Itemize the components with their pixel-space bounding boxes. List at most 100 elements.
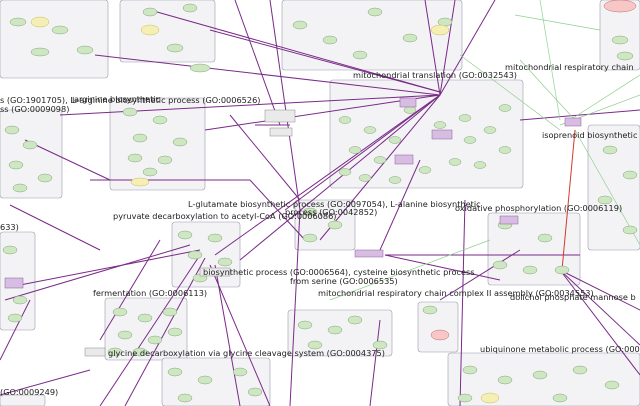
pathway-edge — [9, 204, 101, 251]
gene-node — [166, 43, 184, 53]
gene-node — [604, 380, 620, 390]
pathway-edge — [439, 249, 521, 301]
label-go-1901705: s (GO:1901705), L- — [0, 95, 78, 105]
pathway-edge — [94, 54, 441, 96]
gene-node — [403, 106, 417, 114]
pathway-edge — [559, 269, 640, 346]
gene-node — [117, 330, 133, 340]
gene-node — [473, 161, 487, 169]
gene-node — [177, 393, 193, 403]
label-go-0006119: oxidative phosphorylation (GO:0006119) — [455, 203, 623, 213]
label-go-0032543: mitochondrial translation (GO:0032543) — [353, 70, 517, 80]
module-box — [417, 301, 459, 353]
pathway-edge — [284, 94, 441, 211]
module-box — [0, 109, 63, 199]
label-dolichol: dolichol phosphate mannose b — [510, 292, 636, 302]
pathway-edge — [369, 319, 381, 406]
gene-node — [462, 365, 478, 375]
gene-node — [611, 35, 629, 45]
pathway-edge — [234, 0, 281, 126]
pathway-edge — [289, 209, 301, 406]
gene-node — [522, 265, 538, 275]
pathway-edge — [99, 254, 201, 406]
gene-node — [9, 17, 27, 27]
gene-node — [147, 335, 163, 345]
gene-node — [37, 173, 53, 183]
gene-node — [12, 295, 28, 305]
module-box — [599, 0, 640, 71]
gene-node — [207, 233, 223, 243]
gene-node — [127, 153, 143, 163]
gene-node — [597, 195, 613, 205]
gene-node — [8, 160, 24, 170]
gene-node — [302, 233, 318, 243]
gene-node — [177, 230, 193, 240]
label-glycine: glycine decarboxylation via glycine clea… — [108, 348, 385, 358]
pathway-edge — [249, 179, 306, 241]
gene-node — [492, 260, 508, 270]
gene-node — [167, 327, 183, 337]
gene-node — [388, 136, 402, 144]
pathway-edge — [384, 254, 501, 281]
gene-node — [297, 320, 313, 330]
gene-node — [372, 340, 388, 350]
pathway-edge — [379, 159, 421, 251]
gene-node — [217, 257, 233, 267]
label-go-0097054: L-glutamate biosynthetic process (GO:009… — [188, 199, 481, 209]
pathway-edge — [209, 29, 441, 93]
gene-node — [172, 137, 188, 147]
gene-node — [532, 370, 548, 380]
pathway-edge — [209, 264, 271, 406]
label-go-0042852: process (GO:0042852) — [285, 207, 378, 217]
pathway-edge — [424, 0, 441, 96]
gene-node — [347, 315, 363, 325]
gene-node — [616, 51, 634, 61]
pathway-edge — [439, 0, 456, 96]
gene-node — [167, 367, 183, 377]
gene-node — [622, 225, 638, 235]
gene-node — [247, 387, 263, 397]
gene-node — [373, 156, 387, 164]
pathway-edge — [319, 94, 441, 241]
pathway-edge — [124, 257, 206, 406]
label-go-0009249: (GO:0009249) — [0, 387, 59, 397]
gene-node — [554, 265, 570, 275]
gene-node — [448, 158, 462, 166]
gene-node — [552, 393, 568, 403]
label-go-0006535: from serine (GO:0006535) — [290, 276, 398, 286]
module-box — [119, 0, 216, 63]
gene-node — [30, 47, 50, 57]
gene-node — [142, 167, 158, 177]
gene-node — [137, 313, 153, 323]
gene-node — [302, 207, 318, 217]
gene-node — [352, 50, 368, 60]
gene-node — [122, 107, 138, 117]
gene-node — [232, 367, 248, 377]
gene-node — [433, 121, 447, 129]
label-go-0006526: L-arginine biosynthetic process (GO:0006… — [72, 95, 261, 105]
gene-node — [22, 140, 38, 150]
pathway-edge — [439, 0, 496, 96]
gene-node — [2, 245, 18, 255]
label-pyruvate: pyruvate decarboxylation to acetyl-CoA (… — [113, 211, 337, 221]
pathway-edge — [149, 9, 441, 93]
gene-node — [7, 313, 23, 323]
gene-node — [358, 174, 372, 182]
gene-node — [107, 347, 123, 357]
gene-node — [12, 183, 28, 193]
pathway-edge — [229, 114, 301, 201]
label-ubiquinone: ubiquinone metabolic process (GO:00067 — [480, 344, 640, 354]
gene-node — [457, 393, 473, 403]
gene-node — [322, 35, 338, 45]
label-go-0009098: ss (GO:0009098) — [0, 104, 70, 114]
label-respiratory-chain: mitochondrial respiratory chain — [505, 62, 634, 72]
label-go-633: 633) — [0, 222, 19, 232]
gene-node — [327, 220, 343, 230]
pathway-edge — [459, 199, 466, 406]
gene-node — [458, 114, 472, 122]
module-box — [281, 0, 463, 71]
gene-node — [537, 233, 553, 243]
gene-node — [76, 45, 94, 55]
pathway-edge — [559, 269, 640, 376]
